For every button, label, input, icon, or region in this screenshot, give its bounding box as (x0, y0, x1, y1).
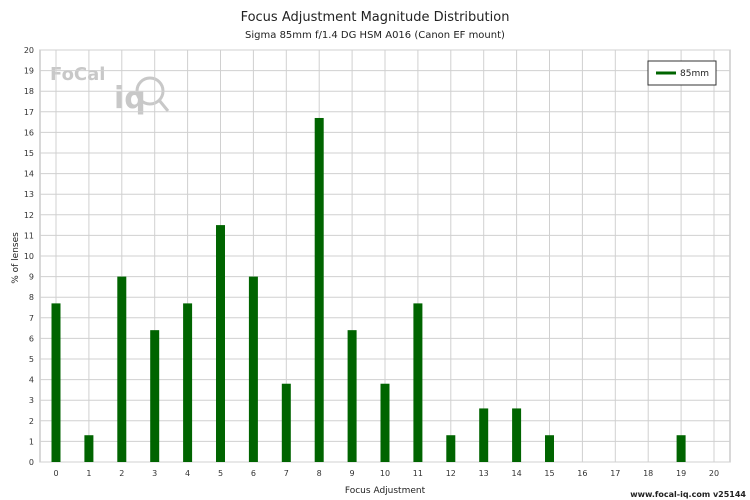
x-axis-title: Focus Adjustment (345, 486, 426, 496)
focal-iq-logo: FoCal iq (50, 64, 170, 116)
y-tick-label: 5 (29, 355, 34, 364)
x-tick-label: 10 (380, 469, 390, 478)
legend: 85mm (647, 60, 717, 86)
y-tick-label: 8 (29, 293, 34, 302)
x-tick-label: 8 (317, 469, 322, 478)
x-tick-label: 18 (643, 469, 653, 478)
y-tick-label: 15 (24, 149, 34, 158)
bar-12 (446, 435, 456, 462)
x-tick-label: 2 (119, 469, 124, 478)
y-tick-label: 1 (29, 437, 34, 446)
y-tick-label: 6 (29, 334, 34, 343)
y-tick-label: 18 (24, 87, 34, 96)
y-tick-label: 19 (24, 67, 34, 76)
x-tick-label: 15 (544, 469, 554, 478)
y-tick-label: 4 (29, 376, 34, 385)
x-tick-label: 20 (709, 469, 719, 478)
chart-title: Focus Adjustment Magnitude Distribution (241, 10, 510, 25)
bar-1 (84, 435, 94, 462)
bar-5 (216, 225, 225, 462)
y-tick-label: 2 (29, 417, 34, 426)
bar-14 (512, 408, 522, 462)
x-tick-label: 1 (86, 469, 91, 478)
y-tick-label: 20 (24, 46, 34, 55)
y-tick-label: 0 (29, 458, 34, 467)
y-tick-label: 13 (24, 190, 34, 199)
bar-3 (150, 330, 160, 462)
bar-10 (380, 383, 390, 462)
y-tick-label: 10 (24, 252, 34, 261)
x-tick-label: 9 (350, 469, 355, 478)
x-tick-label: 3 (152, 469, 157, 478)
x-tick-label: 14 (512, 469, 522, 478)
y-tick-label: 16 (24, 128, 34, 137)
y-tick-label: 12 (24, 211, 34, 220)
x-tick-labels: 0 1 2 3 4 5 6 7 8 9 10 11 12 13 14 15 16 17 18 19 20 (53, 469, 719, 478)
bar-6 (248, 276, 258, 462)
bar-8 (314, 117, 324, 462)
y-tick-label: 17 (24, 108, 34, 117)
logo-text-focal: FoCal (50, 64, 105, 85)
bars (51, 117, 686, 462)
grid (39, 49, 731, 463)
x-tick-label: 16 (577, 469, 587, 478)
legend-label: 85mm (680, 69, 709, 79)
y-tick-label: 11 (24, 231, 34, 240)
chart-subtitle: Sigma 85mm f/1.4 DG HSM A016 (Canon EF m… (245, 30, 505, 41)
footer-text: www.focal-iq.com v25144 (630, 490, 746, 499)
magnifier-handle (157, 99, 170, 112)
x-tick-label: 0 (53, 469, 58, 478)
bar-0 (51, 303, 61, 462)
x-tick-label: 12 (446, 469, 456, 478)
bar-2 (117, 276, 127, 462)
x-tick-label: 13 (479, 469, 489, 478)
x-tick-label: 6 (251, 469, 256, 478)
x-tick-label: 17 (610, 469, 620, 478)
bar-19 (676, 435, 686, 462)
x-tick-label: 11 (413, 469, 423, 478)
y-axis-title: % of lenses (11, 232, 21, 284)
x-tick-label: 7 (284, 469, 289, 478)
bar-11 (413, 303, 423, 462)
bar-9 (347, 330, 357, 462)
bar-7 (281, 383, 291, 462)
x-tick-label: 4 (185, 469, 190, 478)
y-tick-label: 7 (29, 314, 34, 323)
y-tick-label: 14 (24, 170, 34, 179)
x-tick-label: 19 (676, 469, 686, 478)
y-tick-label: 9 (29, 273, 34, 282)
x-tick-label: 5 (218, 469, 223, 478)
y-tick-label: 3 (29, 396, 34, 405)
bar-15 (545, 435, 554, 462)
bar-4 (183, 303, 193, 462)
bar-13 (479, 408, 489, 462)
